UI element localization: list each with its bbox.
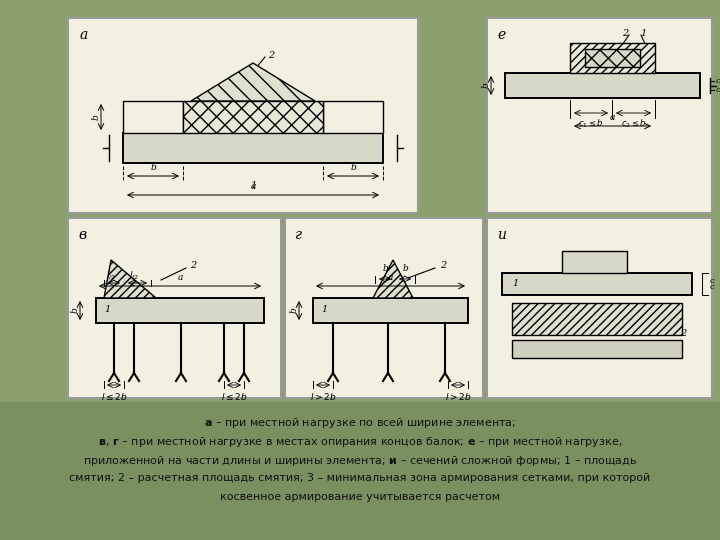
Bar (562, 251, 627, 273)
Text: смятия; 2 – расчетная площадь смятия; 3 – минимальная зона армирования сетками, : смятия; 2 – расчетная площадь смятия; 3 … (69, 473, 651, 483)
Bar (285, 218, 483, 398)
Bar (502, 273, 692, 295)
Text: $l\leq2b$: $l\leq2b$ (101, 391, 127, 402)
Text: $c_1\leq b$: $c_1\leq b$ (578, 117, 604, 130)
Text: 1: 1 (640, 29, 646, 37)
Text: $l_{/2}$: $l_{/2}$ (106, 269, 116, 282)
Bar (183, 101, 323, 133)
Text: 2: 2 (680, 328, 686, 338)
Text: $\boldsymbol{в,\,г}$ – при местной нагрузке в местах опирания концов балок; $\bo: $\boldsymbol{в,\,г}$ – при местной нагру… (98, 435, 622, 449)
Text: a: a (251, 182, 256, 191)
Bar (68, 18, 418, 213)
Bar (487, 218, 712, 398)
Text: а: а (80, 28, 89, 42)
Text: и: и (497, 228, 506, 242)
Text: 2: 2 (268, 51, 274, 59)
Text: c: c (716, 86, 720, 94)
Text: c: c (710, 277, 715, 285)
Text: b: b (350, 163, 356, 172)
Text: $l_{/2}$: $l_{/2}$ (129, 269, 139, 282)
Text: b: b (91, 114, 101, 120)
Text: a: a (388, 273, 393, 282)
Text: $l>2b$: $l>2b$ (310, 391, 336, 402)
Bar (96, 298, 264, 323)
Text: a: a (610, 113, 615, 122)
Bar (512, 340, 682, 358)
Text: 1: 1 (321, 306, 328, 314)
Bar (313, 298, 468, 323)
Text: 1: 1 (512, 279, 518, 287)
Bar (585, 49, 640, 67)
Bar (487, 18, 712, 213)
Text: b: b (482, 83, 490, 89)
Text: г: г (295, 228, 302, 242)
Text: b: b (402, 264, 408, 273)
Text: 1: 1 (104, 306, 110, 314)
Text: a: a (177, 273, 183, 282)
Text: b: b (71, 308, 79, 313)
Text: c: c (716, 77, 720, 85)
Bar (570, 43, 655, 73)
Bar (0, 402, 720, 540)
Text: 2: 2 (190, 261, 196, 271)
Text: $\boldsymbol{а}$ – при местной нагрузке по всей ширине элемента;: $\boldsymbol{а}$ – при местной нагрузке … (204, 416, 516, 430)
Text: косвенное армирование учитывается расчетом: косвенное армирование учитывается расчет… (220, 492, 500, 502)
Bar (323, 101, 383, 133)
Bar (505, 73, 700, 98)
Text: $l\leq2b$: $l\leq2b$ (221, 391, 247, 402)
Text: е: е (497, 28, 505, 42)
Text: b: b (150, 163, 156, 172)
Bar (512, 303, 682, 335)
Text: b: b (289, 308, 299, 313)
Text: $l>2b$: $l>2b$ (445, 391, 472, 402)
Text: 2: 2 (440, 261, 446, 271)
Bar (123, 101, 183, 133)
Text: в: в (78, 228, 86, 242)
Text: c: c (710, 283, 715, 291)
Text: 2: 2 (622, 29, 628, 37)
Text: $c_2\leq b$: $c_2\leq b$ (621, 117, 647, 130)
Text: b: b (382, 264, 388, 273)
Polygon shape (104, 260, 156, 298)
Polygon shape (373, 260, 413, 298)
Polygon shape (191, 63, 315, 101)
Text: 1: 1 (250, 180, 256, 190)
Bar (161, 101, 345, 133)
Text: приложенной на части длины и ширины элемента; $\boldsymbol{и}$ – сечений сложной: приложенной на части длины и ширины элем… (83, 454, 637, 468)
Bar (123, 133, 383, 163)
Bar (68, 218, 281, 398)
